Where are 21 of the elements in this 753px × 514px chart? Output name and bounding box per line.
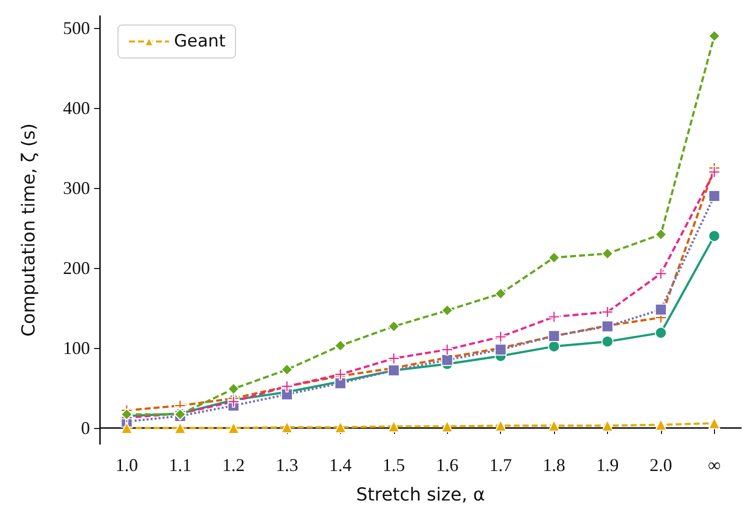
y-tick-label: 500: [63, 18, 90, 38]
y-tick-label: 100: [63, 338, 90, 358]
x-tick-label: 1.0: [115, 455, 138, 475]
x-tick-label: 1.9: [596, 455, 619, 475]
x-tick-label: 1.3: [276, 455, 298, 475]
x-axis-title: Stretch size, α: [356, 484, 485, 506]
x-tick-label: 1.8: [542, 455, 566, 475]
y-tick-label: 400: [63, 98, 90, 118]
x-tick-label: 2.0: [650, 455, 672, 475]
y-tick-label: 200: [63, 258, 90, 278]
x-tick-label: 1.5: [382, 455, 406, 475]
y-tick-label: 0: [81, 418, 90, 438]
y-tick-label: 300: [63, 178, 90, 198]
legend-label: Geant: [174, 32, 226, 52]
x-tick-label: 1.2: [222, 455, 245, 475]
x-tick-label: 1.4: [329, 455, 352, 475]
x-tick-label: ∞: [708, 455, 721, 475]
x-tick-label: 1.7: [489, 455, 512, 475]
x-tick-label: 1.6: [436, 455, 458, 475]
y-axis-title: Computation time, ζ (s): [18, 123, 40, 337]
x-tick-label: 1.1: [168, 455, 192, 475]
